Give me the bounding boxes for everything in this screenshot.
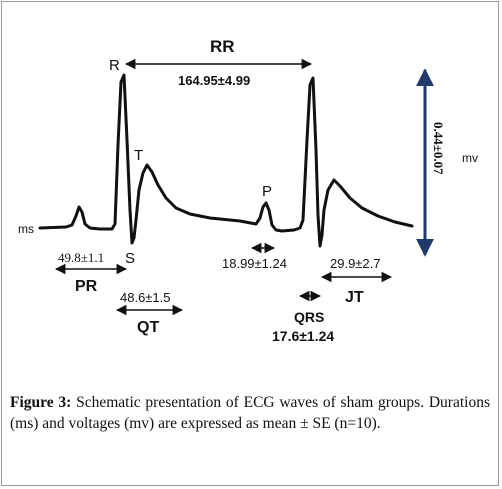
voltage-unit: mv bbox=[462, 151, 478, 165]
voltage-value: 0.44±0.07 bbox=[431, 122, 446, 175]
caption-text: Schematic presentation of ECG waves of s… bbox=[10, 394, 490, 432]
caption-label: Figure 3: bbox=[10, 394, 72, 411]
rr-label: RR bbox=[210, 37, 235, 56]
qrs-label: QRS bbox=[294, 309, 324, 325]
figure-caption: Figure 3: Schematic presentation of ECG … bbox=[10, 392, 490, 434]
wave-label-p: P bbox=[262, 183, 272, 200]
rr-value: 164.95±4.99 bbox=[178, 73, 250, 88]
qt-value: 48.6±1.5 bbox=[120, 290, 171, 305]
wave-label-r: R bbox=[109, 57, 120, 74]
jt-label: JT bbox=[345, 289, 364, 306]
qrs-value: 17.6±1.24 bbox=[272, 328, 334, 344]
ecg-trace bbox=[38, 73, 414, 248]
pr-value: 49.8±1.1 bbox=[58, 250, 104, 265]
qt-label: QT bbox=[137, 319, 159, 336]
time-unit: ms bbox=[18, 222, 34, 236]
pq-value: 18.99±1.24 bbox=[222, 256, 287, 271]
pr-label: PR bbox=[75, 278, 98, 295]
wave-label-t: T bbox=[134, 147, 143, 164]
jt-value: 29.9±2.7 bbox=[330, 256, 381, 271]
wave-label-s: S bbox=[125, 250, 135, 267]
